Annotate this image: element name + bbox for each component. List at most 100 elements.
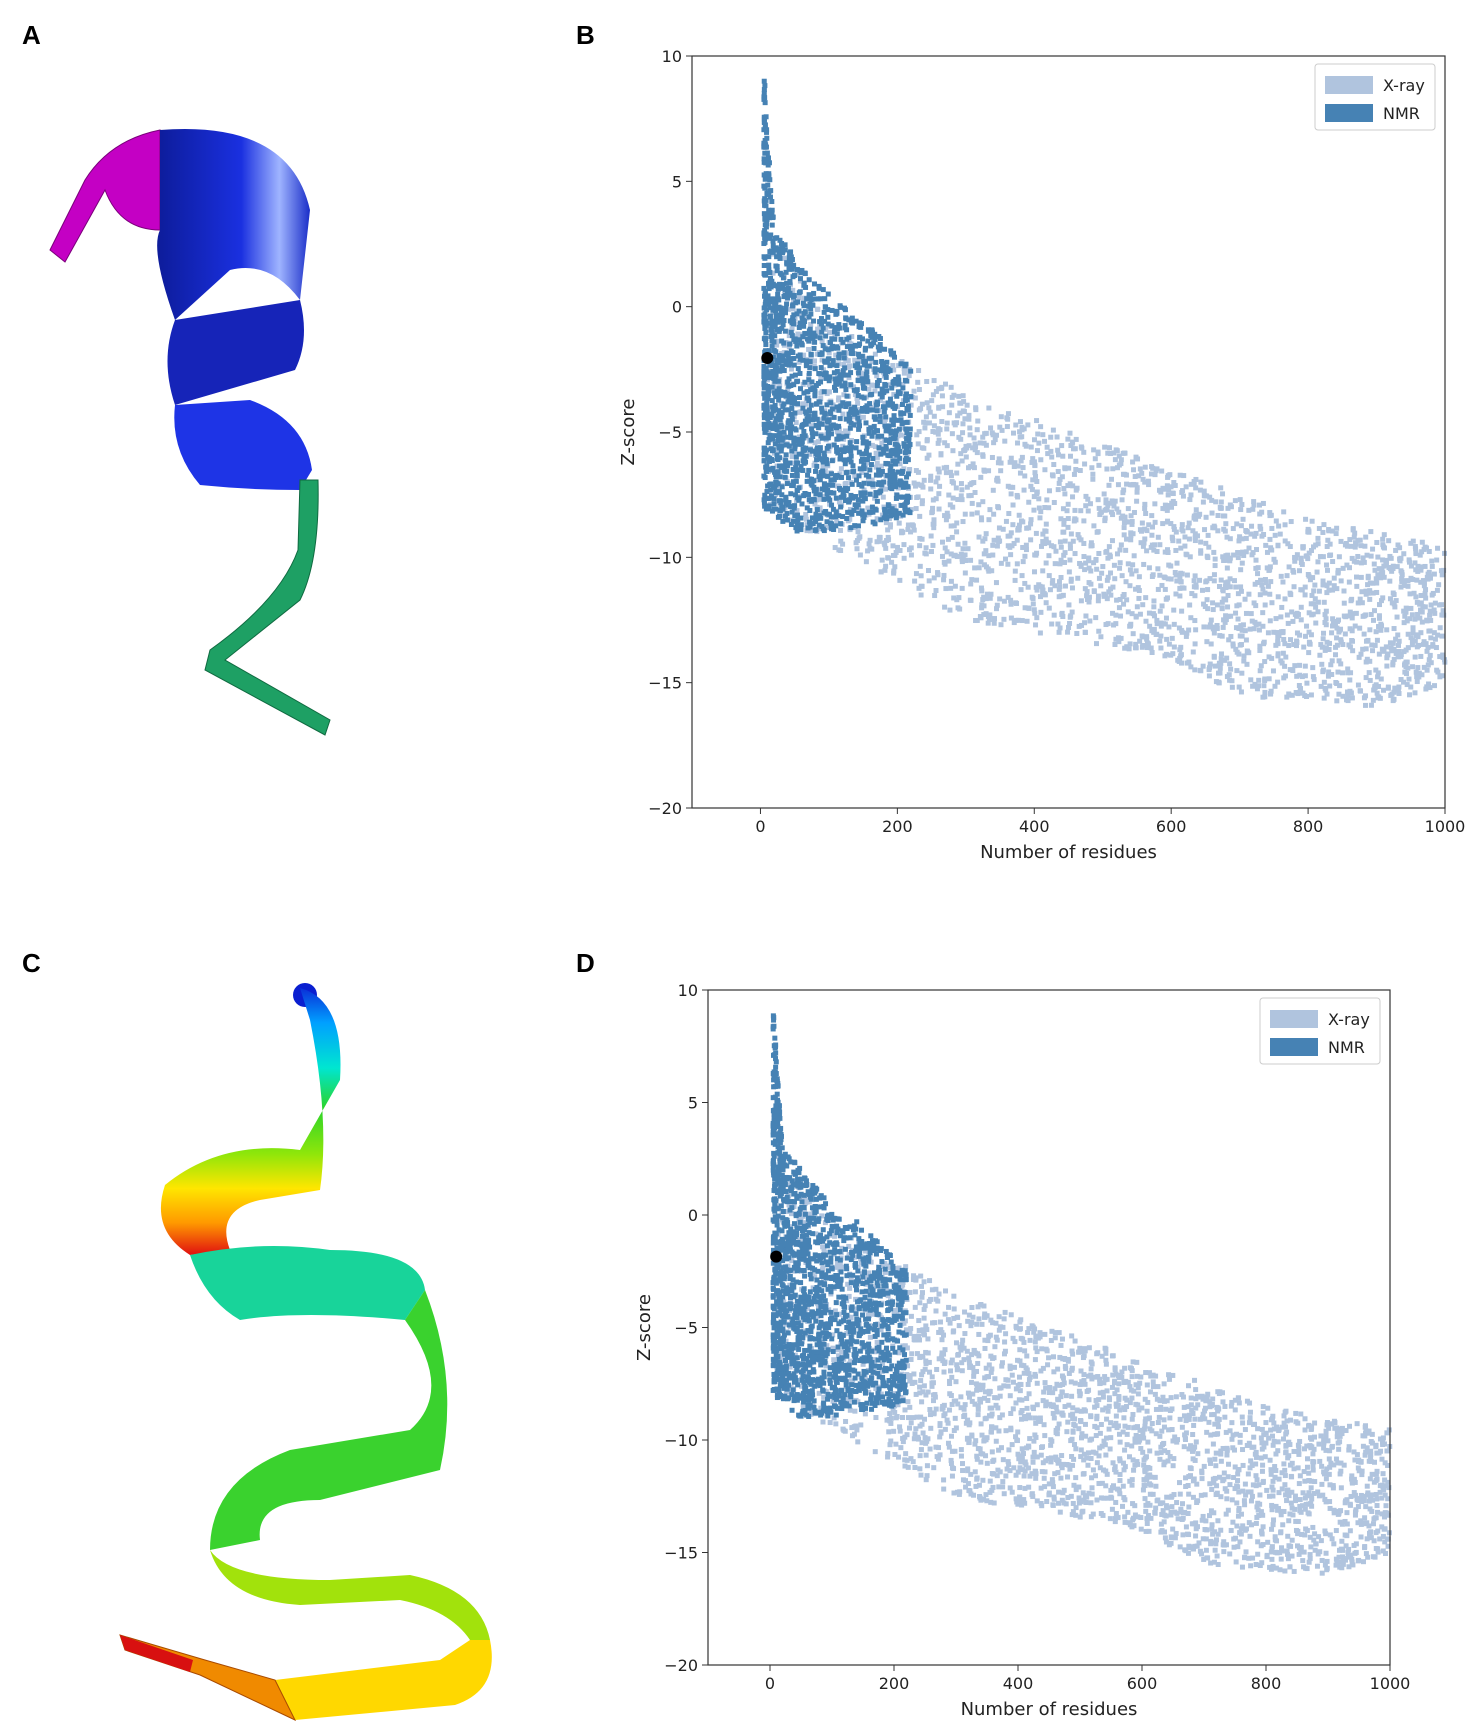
scatter-point — [937, 1452, 943, 1458]
scatter-point — [1138, 1526, 1144, 1532]
scatter-point — [1241, 552, 1247, 558]
scatter-point — [761, 116, 767, 122]
scatter-point — [764, 150, 770, 156]
scatter-point — [769, 296, 775, 302]
scatter-point — [869, 333, 875, 339]
scatter-point — [1344, 1533, 1350, 1539]
scatter-point — [806, 467, 812, 473]
scatter-point — [1065, 524, 1071, 530]
scatter-point — [800, 300, 806, 306]
scatter-point — [792, 400, 798, 406]
scatter-point — [788, 260, 794, 266]
scatter-point — [1086, 594, 1092, 600]
scatter-point — [1168, 521, 1174, 527]
scatter-point — [1125, 609, 1131, 615]
scatter-point — [763, 272, 769, 278]
scatter-point — [763, 157, 769, 163]
scatter-point — [762, 100, 768, 106]
scatter-point — [1310, 674, 1316, 680]
scatter-point — [1213, 1492, 1219, 1498]
scatter-point — [1282, 522, 1288, 528]
scatter-point — [816, 425, 822, 431]
scatter-point — [788, 318, 794, 324]
scatter-point — [955, 1351, 961, 1357]
scatter-point — [890, 543, 896, 549]
scatter-point — [986, 405, 992, 411]
scatter-point — [795, 401, 801, 407]
scatter-point — [1380, 542, 1386, 548]
scatter-point — [1008, 597, 1014, 603]
scatter-point — [930, 497, 936, 503]
scatter-point — [852, 525, 858, 531]
scatter-point — [991, 1500, 997, 1506]
scatter-point — [849, 1381, 855, 1387]
scatter-point — [892, 476, 898, 482]
scatter-point — [843, 404, 849, 410]
scatter-point — [1306, 528, 1312, 534]
scatter-point — [815, 306, 821, 312]
scatter-point — [1262, 1454, 1268, 1460]
scatter-point — [1204, 493, 1210, 499]
scatter-point — [1354, 1495, 1360, 1501]
scatter-point — [1238, 523, 1244, 529]
scatter-point — [810, 385, 816, 391]
scatter-point — [1246, 1520, 1252, 1526]
scatter-point — [961, 409, 967, 415]
scatter-point — [1148, 471, 1154, 477]
scatter-point — [1330, 616, 1336, 622]
scatter-point — [1205, 532, 1211, 538]
scatter-point — [772, 351, 778, 357]
scatter-point — [956, 1491, 962, 1497]
scatter-point — [1396, 642, 1402, 648]
scatter-point — [1237, 1439, 1243, 1445]
scatter-point — [886, 367, 892, 373]
scatter-point — [986, 616, 992, 622]
scatter-point — [1330, 559, 1336, 565]
scatter-point — [1367, 1476, 1373, 1482]
scatter-point — [1034, 478, 1040, 484]
scatter-point — [1348, 543, 1354, 549]
scatter-point — [778, 448, 784, 454]
scatter-point — [936, 1291, 942, 1297]
scatter-point — [1149, 532, 1155, 538]
scatter-point — [873, 428, 879, 434]
scatter-point — [1034, 1380, 1040, 1386]
scatter-point — [957, 606, 963, 612]
scatter-point — [1212, 663, 1218, 669]
scatter-point — [1042, 505, 1048, 511]
scatter-point — [866, 430, 872, 436]
scatter-point — [1050, 473, 1056, 479]
scatter-point — [1064, 508, 1070, 514]
scatter-point — [907, 432, 913, 438]
scatter-point — [761, 497, 767, 503]
scatter-point — [761, 271, 767, 277]
scatter-point — [822, 296, 828, 302]
scatter-point — [995, 535, 1001, 541]
scatter-point — [931, 423, 937, 429]
scatter-point — [906, 367, 912, 373]
scatter-point — [1307, 577, 1313, 583]
scatter-point — [1349, 695, 1355, 701]
scatter-point — [1041, 591, 1047, 597]
scatter-point — [843, 488, 849, 494]
scatter-point — [835, 376, 841, 382]
scatter-point — [1276, 523, 1282, 529]
scatter-point — [1280, 629, 1286, 635]
scatter-point — [761, 285, 767, 291]
scatter-point — [1251, 600, 1257, 606]
scatter-point — [883, 473, 889, 479]
scatter-point — [824, 435, 830, 441]
scatter-point — [1247, 626, 1253, 632]
scatter-point — [1076, 623, 1082, 629]
scatter-point — [941, 572, 947, 578]
scatter-point — [842, 325, 848, 331]
scatter-point — [929, 510, 935, 516]
scatter-point — [1291, 584, 1297, 590]
scatter-point — [1170, 498, 1176, 504]
scatter-point — [1127, 567, 1133, 573]
scatter-point — [1302, 1416, 1308, 1422]
scatter-point — [1309, 518, 1315, 524]
scatter-point — [1344, 697, 1350, 703]
scatter-point — [869, 329, 875, 335]
